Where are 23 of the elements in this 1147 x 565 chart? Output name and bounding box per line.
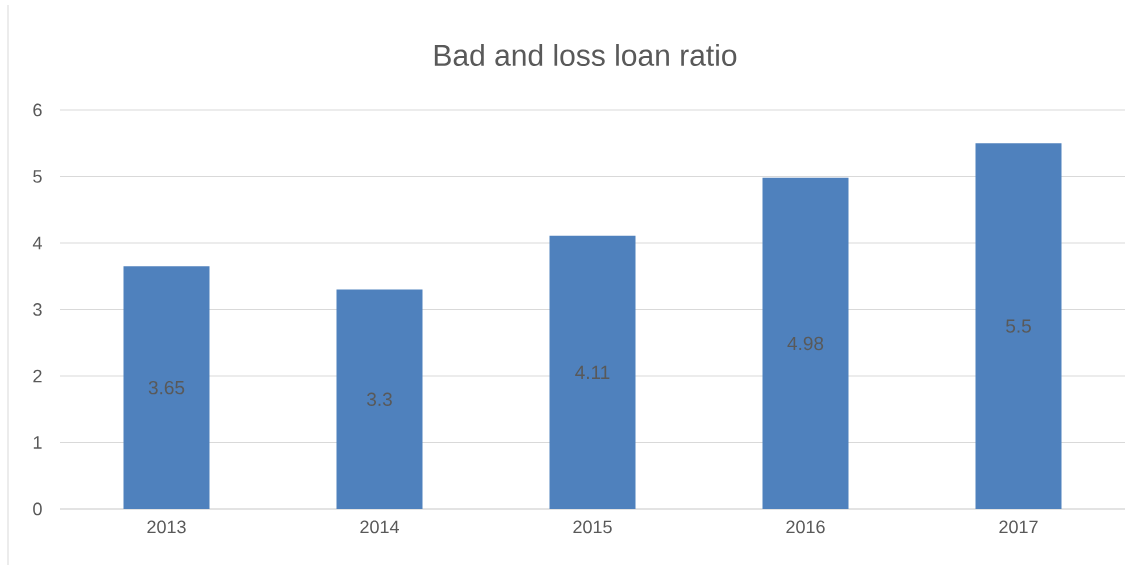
- bar: [975, 143, 1062, 509]
- x-tick-label: 2013: [147, 520, 186, 534]
- x-tick-label: 2015: [573, 520, 612, 534]
- y-tick-label: 5: [33, 170, 42, 183]
- bar: [549, 235, 636, 509]
- data-label: 4.11: [575, 365, 610, 379]
- data-label: 3.65: [148, 380, 185, 395]
- bar: [762, 177, 849, 509]
- x-tick-label: 2017: [999, 520, 1038, 534]
- bar: [336, 289, 423, 509]
- bar: [123, 266, 210, 509]
- data-label: 4.98: [787, 336, 824, 351]
- data-label: 3.3: [367, 392, 392, 406]
- y-tick-label: 4: [32, 236, 42, 250]
- x-tick-label: 2016: [786, 520, 825, 534]
- chart-title: Bad and loss loan ratio: [434, 43, 737, 67]
- y-tick-label: 0: [33, 502, 42, 516]
- x-tick-label: 2014: [360, 520, 399, 534]
- y-tick-label: 6: [33, 103, 42, 117]
- y-tick-label: 2: [33, 369, 42, 383]
- y-tick-label: 1: [33, 436, 42, 449]
- data-label: 5.5: [1006, 319, 1031, 333]
- y-tick-label: 3: [33, 303, 42, 316]
